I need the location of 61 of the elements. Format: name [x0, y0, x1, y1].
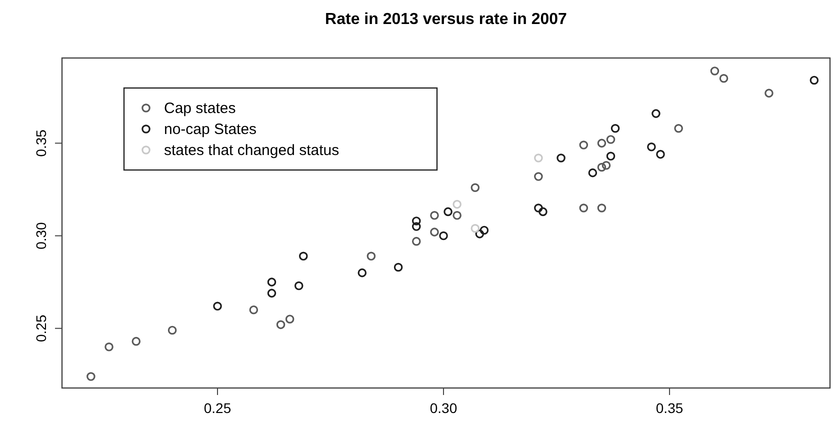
- point: [556, 154, 566, 162]
- point: [444, 207, 452, 216]
- point: [366, 252, 376, 261]
- point: [764, 88, 774, 98]
- point: [132, 336, 141, 346]
- point: [534, 154, 543, 162]
- point: [430, 228, 439, 236]
- point: [810, 76, 819, 85]
- point: [412, 222, 421, 231]
- point: [710, 66, 720, 76]
- point: [267, 288, 276, 298]
- point: [647, 142, 656, 152]
- point: [602, 161, 611, 170]
- point: [597, 138, 606, 148]
- point: [452, 200, 462, 209]
- point: [276, 320, 286, 330]
- point: [719, 74, 728, 83]
- point: [452, 211, 462, 220]
- point: [358, 268, 367, 278]
- legend-label: states that changed status: [164, 142, 340, 159]
- legend-label: no-cap States: [164, 121, 257, 138]
- point: [168, 326, 177, 335]
- point: [597, 204, 606, 212]
- y-tick-label: 0.35: [33, 129, 49, 157]
- y-tick-label: 0.25: [33, 314, 49, 342]
- point: [294, 281, 304, 290]
- point: [430, 211, 439, 220]
- point: [606, 152, 616, 161]
- point: [249, 305, 258, 314]
- point: [475, 230, 484, 238]
- point: [652, 109, 660, 118]
- point: [412, 216, 421, 226]
- chart-title: Rate in 2013 versus rate in 2007: [325, 11, 568, 28]
- point: [610, 124, 620, 133]
- x-tick-label: 0.30: [430, 400, 458, 416]
- point: [588, 168, 598, 178]
- y-tick-label: 0.30: [33, 222, 49, 250]
- point: [470, 183, 480, 192]
- point: [470, 224, 480, 233]
- point: [674, 124, 683, 133]
- point: [656, 150, 665, 159]
- point: [439, 231, 448, 240]
- point: [579, 140, 588, 150]
- point: [298, 252, 308, 261]
- point: [597, 162, 606, 172]
- x-tick-label: 0.25: [204, 400, 232, 416]
- x-tick-label: 0.35: [656, 400, 684, 416]
- point: [579, 204, 588, 212]
- point: [534, 172, 543, 181]
- point: [213, 302, 222, 311]
- point: [267, 278, 276, 286]
- legend-label: Cap states: [164, 100, 236, 117]
- point: [606, 135, 616, 144]
- point: [104, 342, 114, 352]
- point: [534, 204, 543, 212]
- point: [86, 372, 96, 381]
- point: [394, 262, 403, 272]
- point: [285, 314, 294, 324]
- point: [538, 207, 548, 216]
- point: [412, 236, 421, 246]
- point: [480, 226, 489, 235]
